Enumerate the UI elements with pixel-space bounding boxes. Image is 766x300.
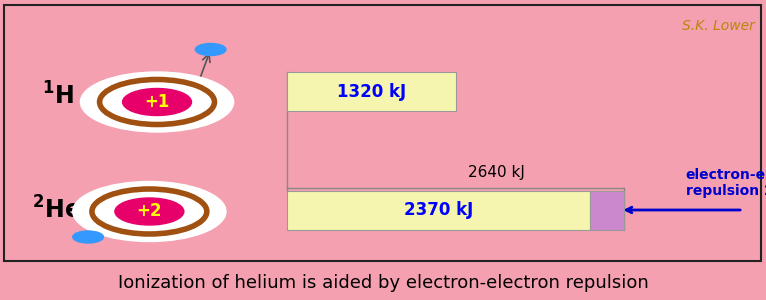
Bar bbox=[4, 4, 761, 261]
Text: +1: +1 bbox=[144, 93, 170, 111]
Circle shape bbox=[73, 231, 103, 243]
Text: electron-electron
repulsion 270 kJ: electron-electron repulsion 270 kJ bbox=[686, 168, 766, 198]
Text: S.K. Lower: S.K. Lower bbox=[682, 20, 755, 34]
Text: +2: +2 bbox=[136, 202, 162, 220]
Circle shape bbox=[80, 72, 234, 132]
Text: 1320 kJ: 1320 kJ bbox=[337, 82, 406, 100]
Circle shape bbox=[115, 198, 184, 225]
Circle shape bbox=[73, 182, 226, 242]
Bar bbox=[590, 190, 624, 230]
Text: $\mathbf{^2He}$: $\mathbf{^2He}$ bbox=[32, 196, 81, 224]
Circle shape bbox=[195, 44, 226, 56]
Bar bbox=[287, 72, 456, 111]
Bar bbox=[287, 190, 590, 230]
Text: 2370 kJ: 2370 kJ bbox=[404, 201, 473, 219]
Text: Ionization of helium is aided by electron-electron repulsion: Ionization of helium is aided by electro… bbox=[118, 274, 648, 292]
Text: $\mathbf{^1H}$: $\mathbf{^1H}$ bbox=[42, 82, 74, 109]
Circle shape bbox=[123, 88, 192, 116]
Text: 2640 kJ: 2640 kJ bbox=[468, 165, 525, 180]
